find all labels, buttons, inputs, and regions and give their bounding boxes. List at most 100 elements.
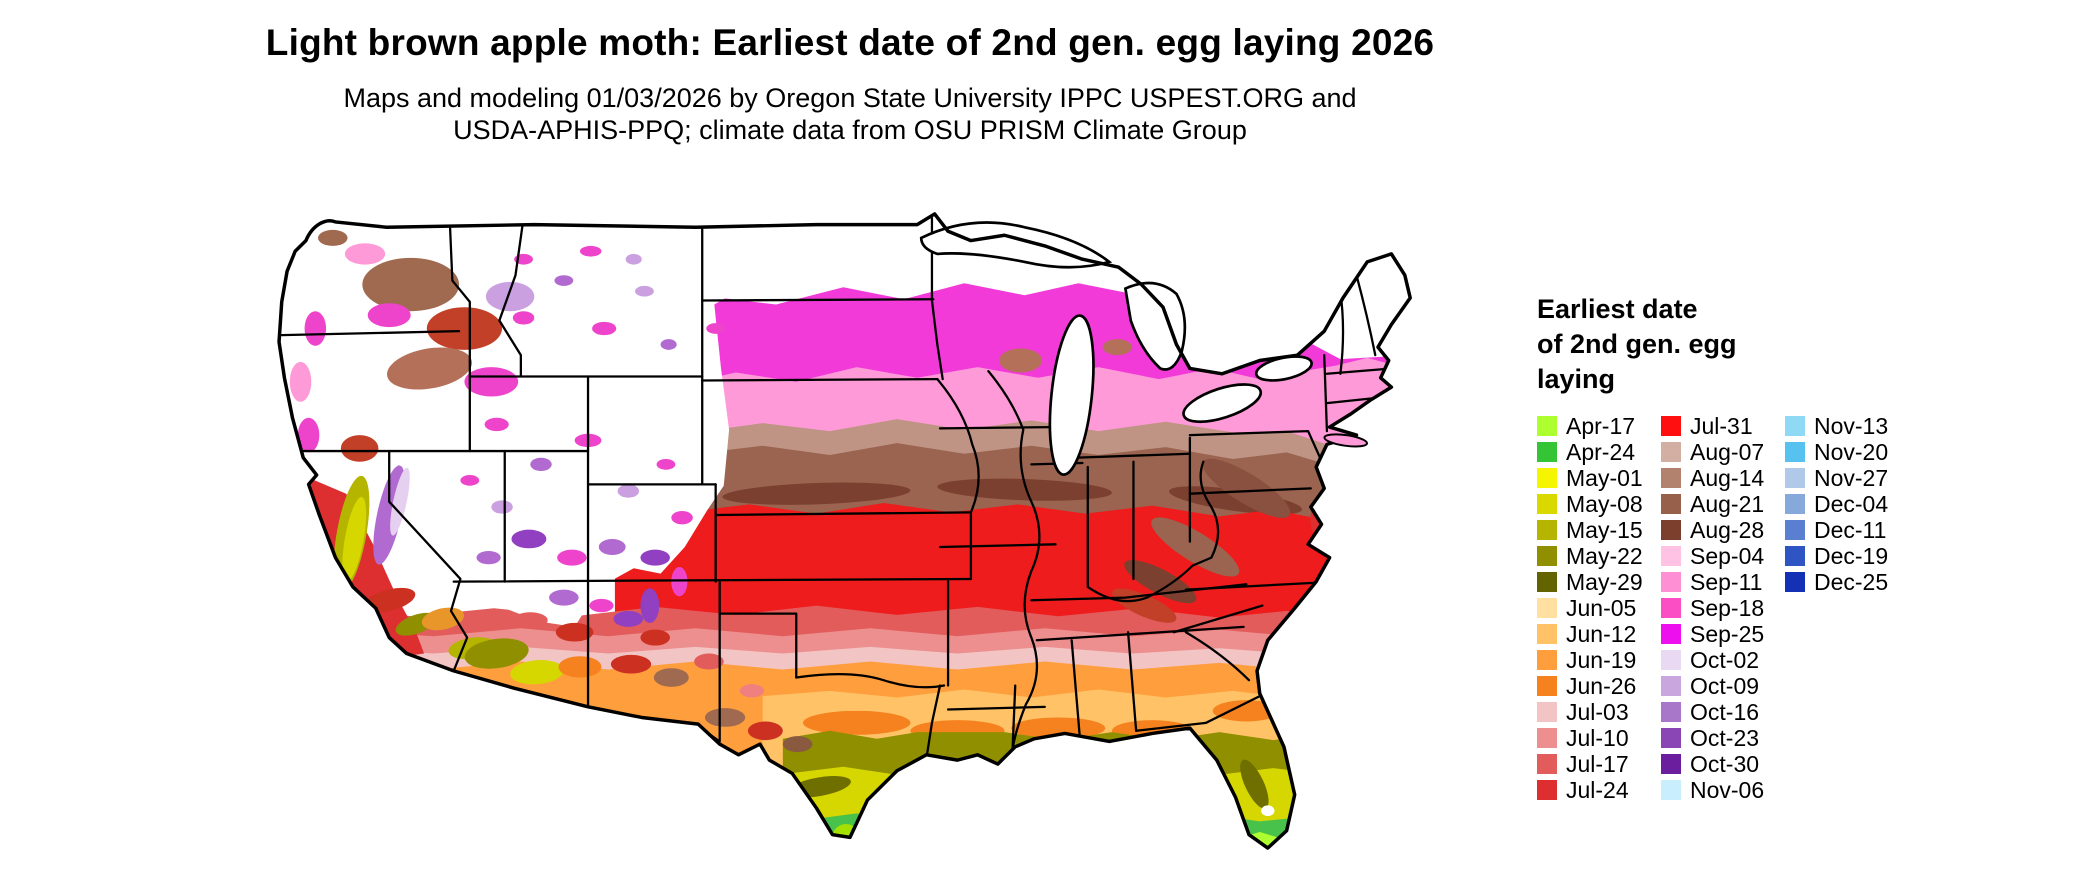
legend-swatch [1537, 728, 1557, 749]
legend-title-line-1: Earliest date [1537, 294, 1698, 324]
legend-item: Jul-24 [1537, 777, 1661, 803]
legend-label: Oct-23 [1690, 724, 1760, 751]
long-island [1323, 433, 1369, 448]
legend-swatch [1537, 442, 1557, 463]
legend-swatch [1537, 650, 1557, 671]
legend-column-1: Apr-17 Apr-24 May-01 May-08 May-15 May-22 May-… [1537, 413, 1661, 803]
legend-item: Jun-26 [1537, 673, 1661, 699]
legend-item: Jul-10 [1537, 725, 1661, 751]
legend-swatch [1661, 702, 1681, 723]
legend-swatch [1537, 546, 1557, 567]
legend-swatch [1785, 546, 1805, 567]
legend-item: Jul-17 [1537, 751, 1661, 777]
us-outline [277, 212, 1412, 850]
legend-swatch [1537, 702, 1557, 723]
legend-label: Nov-20 [1814, 438, 1889, 465]
legend-item: Apr-17 [1537, 413, 1661, 439]
legend-item: Dec-11 [1785, 517, 1909, 543]
western-mottle [289, 229, 813, 753]
legend-swatch [1785, 442, 1805, 463]
legend-item: May-22 [1537, 543, 1661, 569]
legend-item: Sep-04 [1661, 543, 1785, 569]
legend-label: Aug-28 [1690, 516, 1765, 543]
legend-label: Jun-19 [1566, 646, 1637, 673]
legend-swatch [1661, 650, 1681, 671]
legend-swatch [1661, 494, 1681, 515]
legend-label: Nov-27 [1814, 464, 1889, 491]
subtitle-line-2: USDA-APHIS-PPQ; climate data from OSU PR… [453, 115, 1247, 146]
legend-item: Dec-19 [1785, 543, 1909, 569]
legend-label: Jul-10 [1566, 724, 1629, 751]
legend-swatch [1661, 624, 1681, 645]
legend-swatch [1661, 676, 1681, 697]
legend-label: Jul-17 [1566, 750, 1629, 777]
legend-item: Apr-24 [1537, 439, 1661, 465]
legend-label: Aug-14 [1690, 464, 1765, 491]
legend-label: Apr-24 [1566, 438, 1636, 465]
legend-label: Sep-04 [1690, 542, 1765, 569]
legend-swatch [1537, 572, 1557, 593]
legend-label: Oct-16 [1690, 698, 1760, 725]
legend-item: Sep-18 [1661, 595, 1785, 621]
state-borders [280, 216, 1393, 759]
legend-label: May-08 [1566, 490, 1643, 517]
legend-swatch [1537, 754, 1557, 775]
legend-swatch [1785, 520, 1805, 541]
legend-item: May-01 [1537, 465, 1661, 491]
legend-label: Sep-11 [1690, 568, 1763, 595]
legend-label: Dec-11 [1814, 516, 1887, 543]
legend-item: Jun-05 [1537, 595, 1661, 621]
legend-label: Sep-18 [1690, 594, 1765, 621]
legend-item: Jun-12 [1537, 621, 1661, 647]
legend-item: Dec-04 [1785, 491, 1909, 517]
legend-label: Jun-26 [1566, 672, 1637, 699]
legend-label: Aug-07 [1690, 438, 1765, 465]
legend-title: Earliest date of 2nd gen. egg laying [1537, 292, 2097, 397]
legend-swatch [1537, 468, 1557, 489]
legend-item: Nov-27 [1785, 465, 1909, 491]
legend-title-line-2: of 2nd gen. egg [1537, 329, 1737, 360]
legend-swatch [1661, 780, 1681, 801]
legend-label: Dec-04 [1814, 490, 1889, 517]
legend-swatch [1537, 520, 1557, 541]
legend-item: Oct-30 [1661, 751, 1785, 777]
legend-item: Oct-02 [1661, 647, 1785, 673]
page-title: Light brown apple moth: Earliest date of… [265, 22, 1435, 63]
legend-item: Nov-06 [1661, 777, 1785, 803]
legend-label: Nov-13 [1814, 412, 1889, 439]
legend-item: Nov-13 [1785, 413, 1909, 439]
legend-swatch [1661, 728, 1681, 749]
legend-label: May-22 [1566, 542, 1643, 569]
legend-label: Dec-19 [1814, 542, 1889, 569]
legend-label: Nov-06 [1690, 776, 1765, 803]
legend-item: Aug-07 [1661, 439, 1785, 465]
legend-label: Dec-25 [1814, 568, 1889, 595]
legend-swatch [1661, 754, 1681, 775]
legend-label: May-01 [1566, 464, 1643, 491]
map-region-fill [279, 213, 1411, 849]
great-lakes [919, 221, 1313, 476]
legend-item: Sep-11 [1661, 569, 1785, 595]
legend-swatch [1785, 416, 1805, 437]
legend-swatch [1661, 442, 1681, 463]
legend-item: May-29 [1537, 569, 1661, 595]
legend-swatch [1785, 494, 1805, 515]
legend-column-2: Jul-31 Aug-07 Aug-14 Aug-21 Aug-28 Sep-04 Sep-… [1661, 413, 1785, 803]
legend-label: Apr-17 [1566, 412, 1636, 439]
legend-swatch [1661, 572, 1681, 593]
legend-label: Jul-24 [1566, 776, 1629, 803]
legend-label: Oct-30 [1690, 750, 1760, 777]
page-subtitle: Maps and modeling 01/03/2026 by Oregon S… [0, 82, 1700, 147]
legend-swatch [1661, 416, 1681, 437]
legend-label: Oct-02 [1690, 646, 1760, 673]
legend-item: Nov-20 [1785, 439, 1909, 465]
legend-label: Jun-05 [1566, 594, 1637, 621]
legend-item: Jun-19 [1537, 647, 1661, 673]
legend-item: Oct-09 [1661, 673, 1785, 699]
legend-label: Aug-21 [1690, 490, 1765, 517]
legend-label: Jul-03 [1566, 698, 1629, 725]
legend-label: May-15 [1566, 516, 1643, 543]
legend-swatch [1537, 676, 1557, 697]
us-map [185, 158, 1515, 884]
